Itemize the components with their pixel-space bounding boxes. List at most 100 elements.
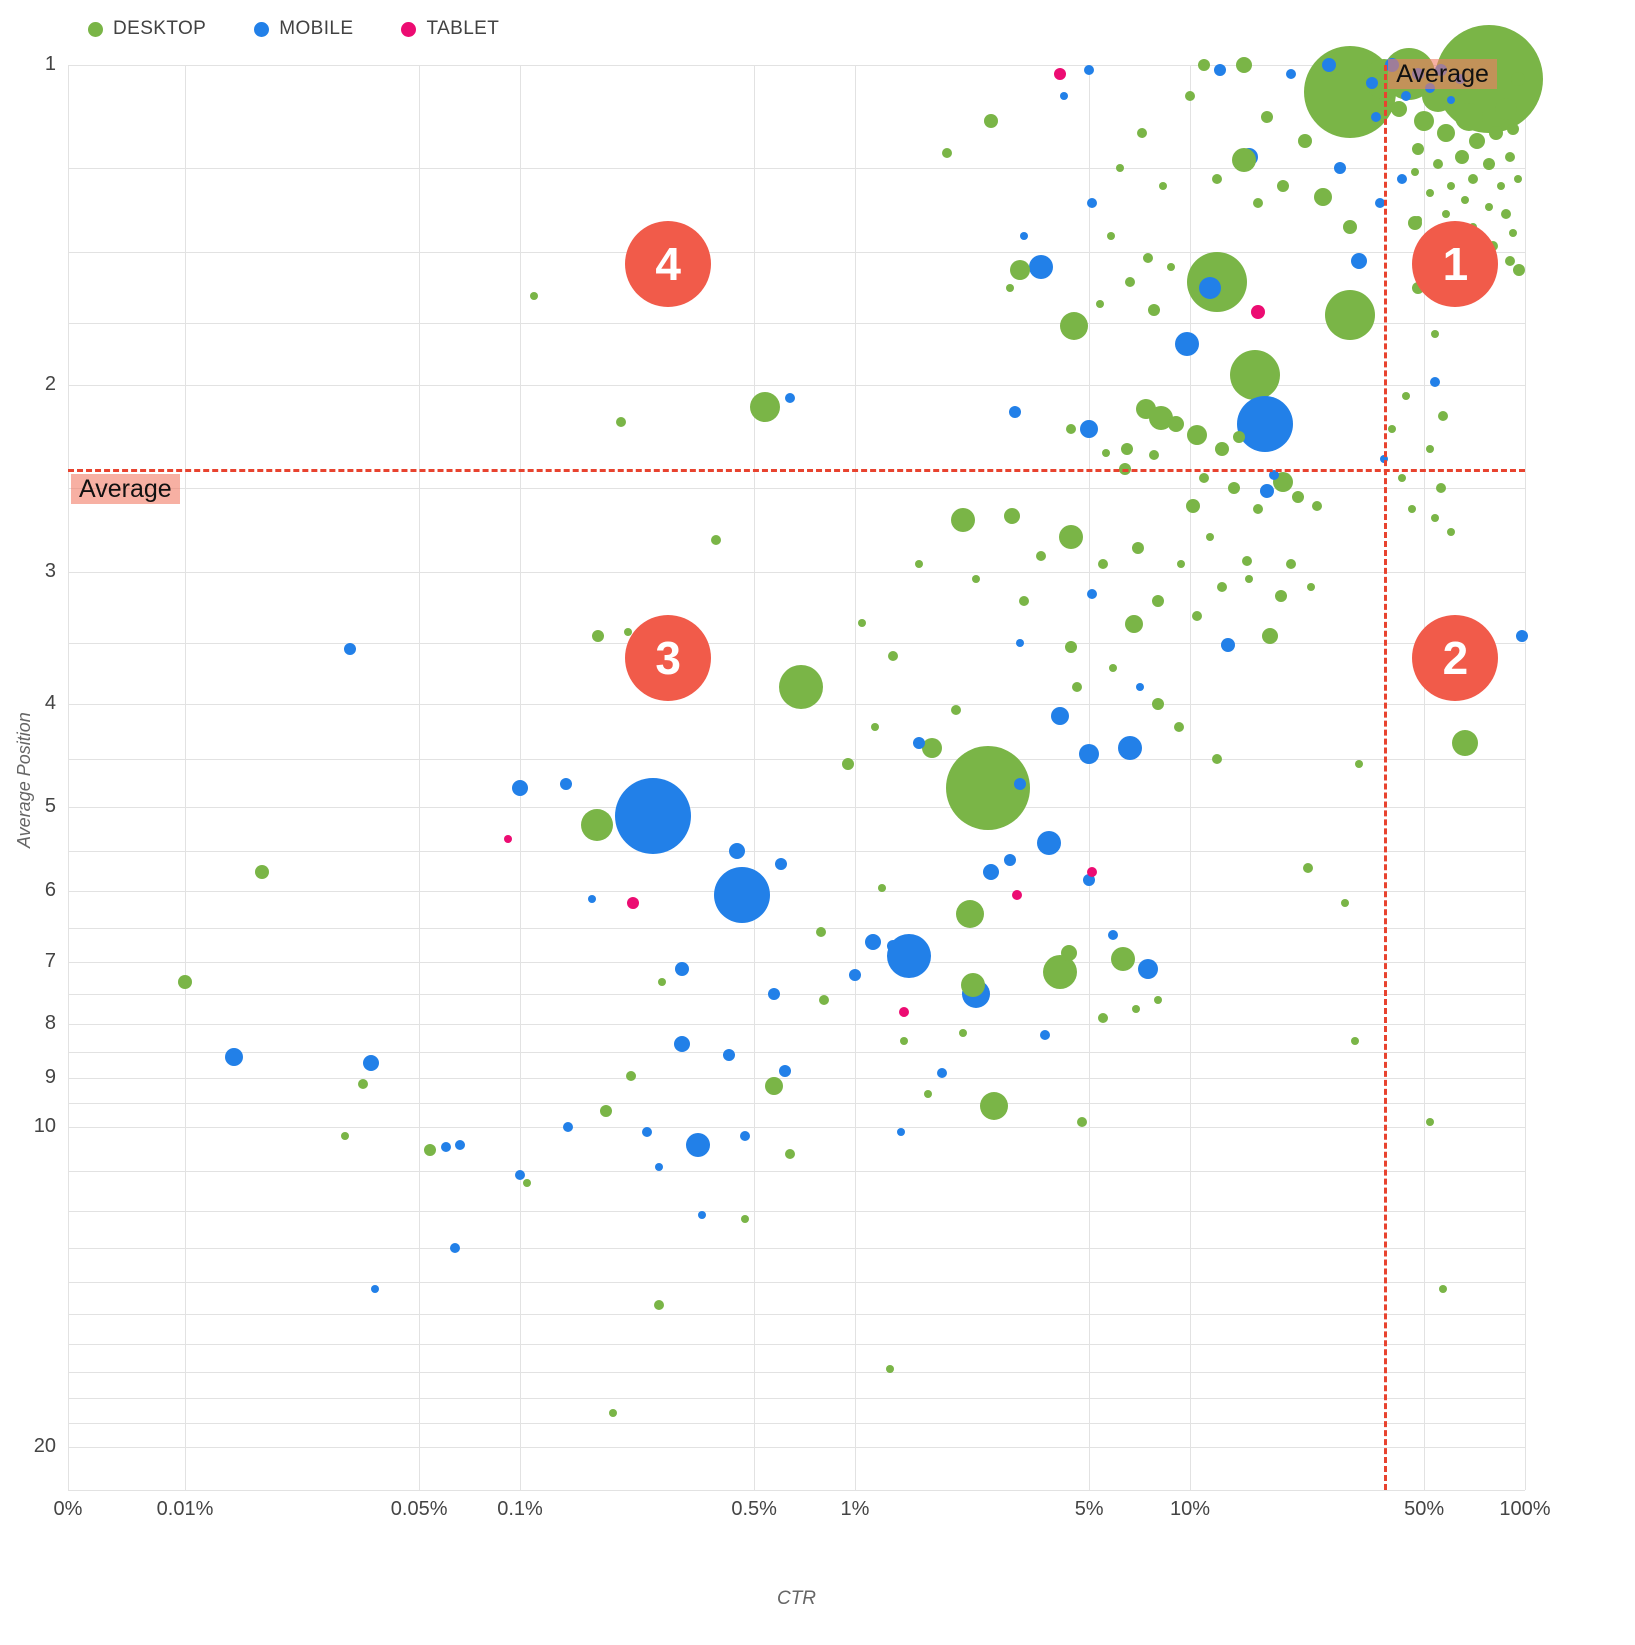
bubble-desktop[interactable]: [1211, 173, 1222, 184]
bubble-desktop[interactable]: [1297, 134, 1312, 149]
bubble-desktop[interactable]: [1253, 504, 1264, 515]
bubble-mobile[interactable]: [1175, 331, 1200, 356]
bubble-mobile[interactable]: [1003, 853, 1016, 866]
bubble-desktop[interactable]: [1484, 202, 1493, 211]
bubble-desktop[interactable]: [1350, 1037, 1359, 1046]
bubble-desktop[interactable]: [1206, 532, 1215, 541]
bubble-mobile[interactable]: [675, 962, 690, 977]
bubble-mobile[interactable]: [849, 969, 861, 982]
bubble-desktop[interactable]: [1438, 410, 1449, 421]
bubble-desktop[interactable]: [941, 147, 952, 158]
bubble-mobile[interactable]: [1117, 736, 1142, 761]
bubble-desktop[interactable]: [1185, 498, 1200, 513]
bubble-desktop[interactable]: [1065, 423, 1076, 434]
bubble-desktop[interactable]: [1211, 753, 1222, 764]
bubble-desktop[interactable]: [1401, 392, 1410, 401]
bubble-mobile[interactable]: [1051, 706, 1070, 725]
bubble-mobile[interactable]: [1260, 484, 1275, 499]
bubble-desktop[interactable]: [1036, 551, 1047, 562]
bubble-mobile[interactable]: [1285, 69, 1296, 80]
bubble-mobile[interactable]: [1333, 161, 1346, 174]
bubble-mobile[interactable]: [440, 1142, 451, 1153]
bubble-mobile[interactable]: [1516, 630, 1529, 643]
bubble-mobile[interactable]: [686, 1133, 711, 1158]
bubble-desktop[interactable]: [750, 392, 781, 423]
bubble-desktop[interactable]: [1110, 947, 1135, 972]
bubble-desktop[interactable]: [1277, 180, 1290, 192]
bubble-desktop[interactable]: [1232, 148, 1257, 173]
bubble-desktop[interactable]: [1121, 443, 1134, 456]
bubble-desktop[interactable]: [340, 1132, 349, 1141]
bubble-mobile[interactable]: [1079, 743, 1100, 764]
bubble-mobile[interactable]: [1397, 173, 1408, 184]
bubble-desktop[interactable]: [178, 974, 192, 989]
bubble-desktop[interactable]: [1425, 1118, 1434, 1127]
legend-item-desktop[interactable]: DESKTOP: [88, 18, 206, 40]
bubble-desktop[interactable]: [1215, 442, 1230, 457]
bubble-mobile[interactable]: [698, 1210, 707, 1219]
bubble-desktop[interactable]: [1506, 123, 1519, 136]
legend-item-tablet[interactable]: TABLET: [401, 18, 499, 40]
bubble-desktop[interactable]: [914, 559, 923, 568]
bubble-mobile[interactable]: [1008, 405, 1021, 418]
bubble-desktop[interactable]: [1151, 595, 1164, 608]
bubble-desktop[interactable]: [1482, 158, 1495, 171]
bubble-desktop[interactable]: [1312, 500, 1323, 511]
bubble-desktop[interactable]: [1398, 474, 1407, 483]
bubble-desktop[interactable]: [1244, 575, 1253, 584]
bubble-mobile[interactable]: [1015, 638, 1024, 647]
bubble-desktop[interactable]: [960, 972, 985, 997]
bubble-desktop[interactable]: [1187, 424, 1208, 445]
bubble-desktop[interactable]: [1132, 1005, 1140, 1014]
bubble-desktop[interactable]: [1229, 350, 1280, 401]
bubble-desktop[interactable]: [1148, 450, 1159, 461]
bubble-desktop[interactable]: [955, 899, 984, 928]
bubble-desktop[interactable]: [623, 628, 632, 637]
bubble-desktop[interactable]: [1151, 698, 1164, 711]
bubble-desktop[interactable]: [1098, 558, 1109, 569]
bubble-desktop[interactable]: [858, 618, 867, 627]
bubble-mobile[interactable]: [740, 1131, 751, 1142]
bubble-mobile[interactable]: [1087, 589, 1098, 600]
bubble-desktop[interactable]: [1158, 182, 1167, 190]
bubble-desktop[interactable]: [1198, 473, 1209, 484]
bubble-desktop[interactable]: [1436, 124, 1455, 143]
bubble-desktop[interactable]: [1137, 128, 1148, 139]
bubble-mobile[interactable]: [729, 843, 746, 860]
bubble-mobile[interactable]: [779, 1064, 792, 1077]
bubble-desktop[interactable]: [1124, 614, 1143, 633]
bubble-desktop[interactable]: [1355, 759, 1364, 768]
bubble-desktop[interactable]: [523, 1179, 532, 1188]
bubble-desktop[interactable]: [899, 1037, 908, 1046]
bubble-tablet[interactable]: [627, 896, 640, 909]
bubble-desktop[interactable]: [1058, 524, 1083, 549]
bubble-desktop[interactable]: [1106, 232, 1115, 241]
bubble-desktop[interactable]: [785, 1148, 796, 1159]
bubble-desktop[interactable]: [1291, 490, 1304, 503]
bubble-desktop[interactable]: [1059, 311, 1088, 340]
bubble-desktop[interactable]: [1408, 505, 1417, 514]
bubble-mobile[interactable]: [912, 737, 925, 750]
bubble-desktop[interactable]: [654, 1299, 665, 1310]
bubble-desktop[interactable]: [1408, 216, 1423, 231]
bubble-mobile[interactable]: [1236, 396, 1293, 453]
bubble-mobile[interactable]: [1029, 255, 1054, 280]
bubble-desktop[interactable]: [1242, 555, 1253, 566]
bubble-mobile[interactable]: [1013, 777, 1026, 790]
bubble-desktop[interactable]: [1019, 596, 1030, 607]
bubble-mobile[interactable]: [1136, 682, 1145, 691]
bubble-desktop[interactable]: [1412, 143, 1425, 156]
bubble-desktop[interactable]: [1425, 445, 1434, 454]
bubble-desktop[interactable]: [1439, 1284, 1448, 1293]
bubble-desktop[interactable]: [1387, 424, 1396, 433]
bubble-mobile[interactable]: [887, 939, 900, 952]
bubble-desktop[interactable]: [741, 1214, 750, 1223]
bubble-tablet[interactable]: [503, 834, 512, 843]
bubble-mobile[interactable]: [774, 857, 787, 870]
bubble-desktop[interactable]: [1253, 198, 1264, 209]
bubble-mobile[interactable]: [1366, 77, 1379, 90]
bubble-desktop[interactable]: [1455, 149, 1470, 164]
bubble-desktop[interactable]: [1340, 898, 1349, 907]
bubble-desktop[interactable]: [626, 1070, 637, 1081]
bubble-desktop[interactable]: [1501, 208, 1512, 219]
